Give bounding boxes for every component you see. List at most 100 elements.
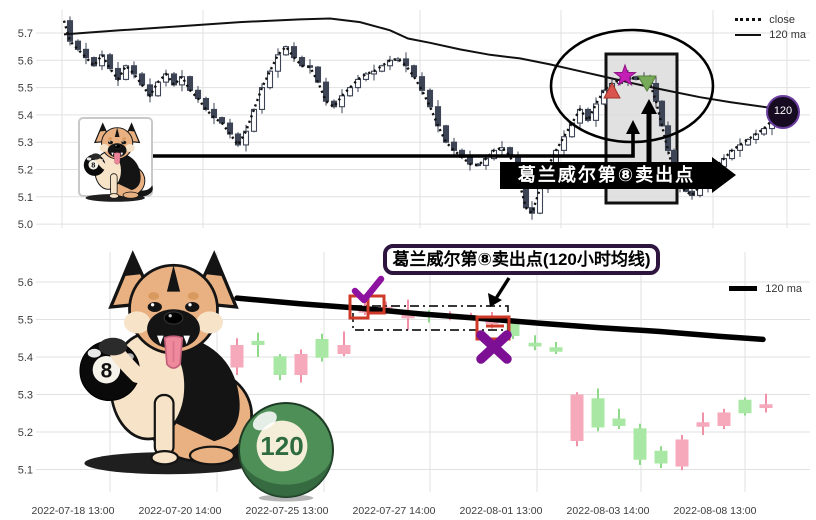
candle-body	[273, 356, 287, 375]
sell-point-banner: 葛兰威尔第⑧卖出点	[500, 157, 736, 193]
candle-body	[549, 347, 563, 352]
star-marker-icon	[613, 63, 637, 87]
dog-tooth	[111, 152, 114, 156]
dog-photo-inset: 8	[78, 117, 153, 202]
german-shepherd-illustration: 8	[79, 250, 275, 475]
legend-row-close: close	[735, 12, 806, 27]
ball-shading	[239, 450, 333, 497]
candle-body	[717, 412, 731, 426]
ma-line-sample-icon	[735, 33, 762, 36]
legend-label-ma: 120 ma	[769, 28, 806, 41]
dog-eye	[147, 302, 162, 312]
x-tick-label: 2022-07-18 13:00	[32, 505, 115, 517]
dog-cheek	[125, 144, 135, 152]
close-line-sample-icon	[735, 18, 762, 21]
dog-leg-over-ball	[109, 345, 145, 383]
triangle-up-marker-icon	[603, 81, 621, 99]
candle-body	[251, 340, 265, 345]
thick-ma-line-sample-icon	[729, 286, 758, 291]
ball-highlight	[87, 348, 101, 358]
dog-eye	[121, 140, 127, 145]
x-tick-label: 2022-07-27 14:00	[353, 505, 436, 517]
dog-cheek	[124, 311, 151, 334]
candle-body	[759, 404, 773, 408]
dog-cheek	[196, 311, 223, 334]
y-tick-label: 5.7	[18, 28, 33, 40]
dog-front-paw	[150, 450, 180, 466]
dog-eye	[107, 140, 114, 145]
dog-blaze	[114, 127, 120, 138]
y-tick-label: 5.3	[18, 137, 33, 149]
red-highlight-box	[475, 315, 511, 341]
ball-120-number: 120	[260, 431, 303, 461]
dog-paw-on-ball	[98, 337, 128, 356]
y-tick-label: 5.4	[18, 352, 33, 364]
dog-front-leg	[153, 393, 175, 457]
candle-body	[696, 422, 710, 427]
candle-body	[738, 399, 752, 414]
candle-body	[591, 398, 605, 428]
ball-120-illustration: 120	[238, 402, 334, 502]
ma-line-thick	[234, 295, 766, 343]
dog-hind-paw	[122, 191, 139, 199]
legend-row-ma: 120 ma	[735, 27, 806, 42]
dog-leg-over-ball	[94, 156, 108, 170]
dog-front-paw	[108, 193, 120, 199]
top-chart-group: 5.0 5.1 5.2 5.3 5.4 5.5 5.6 5.7 8	[18, 10, 810, 231]
dog-tail	[135, 185, 153, 197]
y-tick-label: 5.6	[18, 277, 33, 289]
y-tick-label: 5.2	[18, 165, 33, 177]
y-tick-label: 5.3	[18, 390, 33, 402]
x-tick-label: 2022-07-20 14:00	[139, 505, 222, 517]
ma-120-badge: 120	[766, 95, 800, 129]
sell-point-callout: 葛兰威尔第⑧卖出点(120小时均线)	[383, 244, 660, 275]
dog-cheek	[99, 144, 109, 152]
candle-body	[612, 418, 626, 426]
callout-arrowhead-icon	[488, 293, 502, 307]
candle-body	[294, 354, 308, 375]
candle-body	[337, 345, 351, 354]
candle-wick	[343, 331, 345, 357]
bottom-chart-group: 5.1 5.2 5.3 5.4 5.5 5.6 2022-07-18 13:00 2022-0…	[18, 250, 810, 517]
dog-tooth	[120, 152, 123, 156]
callout-arrow	[493, 277, 511, 301]
x-tick-label: 2022-08-01 13:00	[460, 505, 543, 517]
ball-highlight	[252, 411, 277, 431]
close-line	[62, 20, 779, 216]
candle-body	[230, 345, 244, 368]
x-tick-label: 2022-07-25 13:00	[246, 505, 329, 517]
x-tick-label: 2022-08-03 14:00	[567, 505, 650, 517]
top-chart-legend: close 120 ma	[735, 12, 806, 42]
support-elbow-arrow	[150, 132, 635, 158]
german-shepherd-illustration: 8	[83, 122, 153, 202]
dog-tooth	[157, 335, 164, 345]
dog-eyebrow	[108, 137, 113, 140]
dog-nose	[163, 311, 184, 325]
dog-front-leg	[110, 173, 118, 196]
x-tick-label: 2022-08-08 13:00	[674, 505, 757, 517]
elbow-arrowhead-icon	[626, 120, 640, 134]
legend-row-ma-bottom: 120 ma	[729, 281, 802, 296]
red-highlight-box	[366, 294, 386, 315]
y-tick-label: 5.1	[18, 192, 33, 204]
dog-tooth	[183, 335, 190, 345]
dog-nose	[113, 144, 121, 149]
bottom-chart-legend: 120 ma	[729, 281, 802, 296]
dog-eyebrow	[148, 292, 160, 300]
y-tick-label: 5.6	[18, 55, 33, 67]
sell-zone-ellipse	[549, 28, 715, 144]
candle-body	[633, 428, 647, 460]
candle-body	[528, 342, 542, 347]
candle-body	[570, 394, 584, 441]
up-arrowhead-icon	[641, 99, 657, 114]
dog-eye	[185, 302, 200, 312]
y-tick-label: 5.1	[18, 465, 33, 477]
eight-ball-number: 8	[101, 359, 113, 382]
y-tick-label: 5.4	[18, 110, 33, 122]
legend-label-ma-bottom: 120 ma	[765, 282, 802, 295]
dog-blaze	[166, 265, 181, 292]
x-mark-icon	[476, 330, 512, 364]
eight-ball-number: 8	[91, 160, 95, 169]
